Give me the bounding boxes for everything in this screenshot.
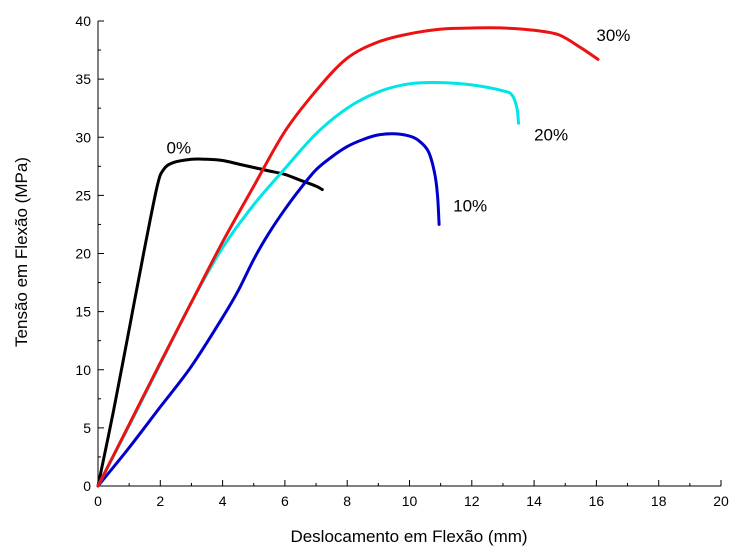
series-labels: 0% 10% 20% 30% bbox=[167, 26, 631, 216]
y-tick-label: 10 bbox=[75, 362, 91, 378]
x-tick-label: 4 bbox=[219, 493, 227, 509]
series-label: 30% bbox=[596, 26, 630, 45]
y-tick-label: 30 bbox=[75, 129, 91, 145]
x-tick-label: 20 bbox=[713, 493, 729, 509]
x-tick-label: 12 bbox=[464, 493, 480, 509]
y-tick-label: 35 bbox=[75, 71, 91, 87]
series-label: 20% bbox=[534, 126, 568, 145]
y-tick-label: 40 bbox=[75, 13, 91, 29]
x-axis-title: Deslocamento em Flexão (mm) bbox=[290, 527, 527, 546]
x-tick-label: 18 bbox=[651, 493, 667, 509]
x-tick-label: 14 bbox=[526, 493, 542, 509]
series-label: 10% bbox=[453, 197, 487, 216]
series-line-10pct bbox=[96, 132, 441, 488]
x-tick-label: 8 bbox=[343, 493, 351, 509]
y-tick-label: 0 bbox=[83, 478, 91, 494]
x-tick-label: 16 bbox=[589, 493, 605, 509]
x-tick-label: 10 bbox=[402, 493, 418, 509]
y-tick-label: 25 bbox=[75, 187, 91, 203]
x-tick-label: 0 bbox=[94, 493, 102, 509]
y-tick-label: 5 bbox=[83, 420, 91, 436]
y-tick-label: 20 bbox=[75, 246, 91, 262]
series-label: 0% bbox=[167, 139, 192, 158]
y-tick-label: 15 bbox=[75, 304, 91, 320]
y-axis-title: Tensão em Flexão (MPa) bbox=[12, 157, 31, 347]
series-line-20pct bbox=[96, 80, 520, 488]
x-tick-label: 2 bbox=[156, 493, 164, 509]
x-tick-label: 6 bbox=[281, 493, 289, 509]
series-line-0pct bbox=[96, 157, 324, 488]
series-layer bbox=[96, 26, 600, 488]
series-line-30pct bbox=[96, 26, 600, 488]
axes: 0 2 4 6 8 10 12 14 16 18 20 0 5 10 15 20 25 30 35 40 bbox=[75, 13, 729, 509]
